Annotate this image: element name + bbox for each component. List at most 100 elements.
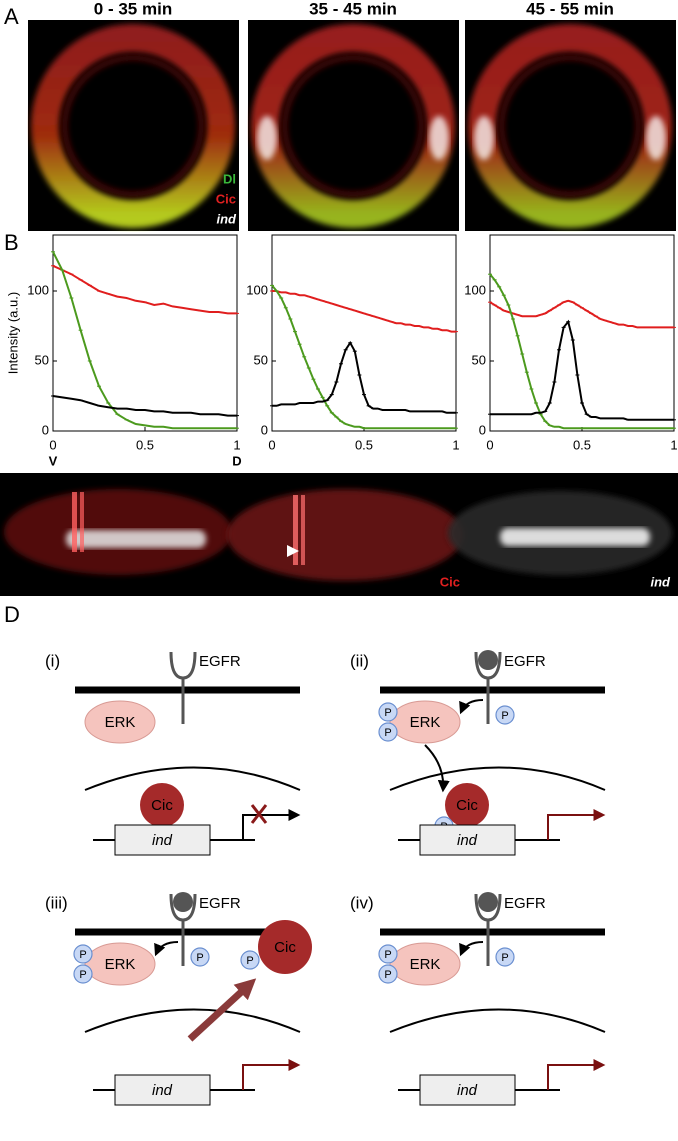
translocation-arrow [424, 744, 450, 793]
kinase-label: ERK [105, 714, 136, 731]
panel-label: A [4, 4, 19, 29]
panel-label: B [4, 230, 19, 255]
phospho-group [73, 964, 93, 984]
receptor-label: EGFR [199, 895, 241, 912]
plot-frame [271, 234, 457, 432]
y-axis-label: Intensity (a.u.) [5, 292, 20, 374]
gene-box [114, 824, 211, 856]
gene-label: ind [457, 1082, 478, 1099]
x-tick-label: 0.5 [136, 437, 154, 452]
phospho-group [240, 950, 260, 970]
ind-stain [646, 116, 666, 160]
cic [445, 783, 489, 827]
nucleus [84, 1008, 301, 1033]
kinase [389, 942, 461, 986]
x-end-label: D [232, 453, 241, 468]
activation-arrow [459, 941, 484, 957]
phospho-label: P [384, 727, 391, 739]
gene-label: ind [152, 1082, 173, 1099]
y-tick-label: 0 [261, 422, 268, 437]
phospho-label: P [246, 955, 253, 967]
cic-label: Cic [151, 797, 173, 814]
nucleus [389, 766, 606, 791]
phospho-label: P [196, 952, 203, 964]
gene-box [419, 1074, 516, 1106]
gene-box [114, 1074, 211, 1106]
x-tick-label: 0.5 [355, 437, 373, 452]
receptor-label: EGFR [504, 895, 546, 912]
kinase [389, 700, 461, 744]
diagram-label: (ii) [350, 651, 369, 670]
stain-label: ind [651, 574, 672, 589]
ligand [478, 650, 498, 670]
receptor-label: EGFR [504, 653, 546, 670]
stain-label: Dl [223, 171, 236, 186]
cic-stripe [301, 495, 305, 565]
x-tick-label: 0.5 [573, 437, 591, 452]
x-tick-label: 1 [670, 437, 677, 452]
phospho-label: P [384, 969, 391, 981]
ligand [478, 892, 498, 912]
ind-stain [429, 116, 449, 160]
phospho-label: P [501, 710, 508, 722]
phospho-label: P [79, 949, 86, 961]
y-tick-label: 50 [254, 352, 268, 367]
embryo-inner [499, 55, 641, 197]
cic [140, 783, 184, 827]
ind-stripe [500, 528, 650, 546]
embryo-inner [62, 55, 204, 197]
cic [258, 920, 312, 974]
kinase [84, 700, 156, 744]
embryo-ring [31, 24, 235, 228]
stain-label: ind [217, 211, 238, 226]
x-tick-label: 1 [233, 437, 240, 452]
gene-label: ind [457, 832, 478, 849]
phospho-group [378, 702, 398, 722]
kinase-label: ERK [410, 714, 441, 731]
receptor-cup [474, 893, 502, 922]
kinase-label: ERK [410, 956, 441, 973]
activation-arrow [154, 941, 179, 957]
gene-label: ind [152, 832, 173, 849]
arrowhead [287, 545, 299, 557]
export-arrow [187, 978, 257, 1042]
phospho-label: P [501, 952, 508, 964]
y-tick-label: 0 [479, 422, 486, 437]
receptor-cup [474, 651, 502, 680]
cic-label: Cic [456, 797, 478, 814]
nucleus [84, 766, 301, 791]
transcription-arrow [547, 809, 606, 840]
embryo [227, 489, 463, 581]
receptor-cup [169, 893, 197, 922]
transcription-arrow [547, 1059, 606, 1090]
stain-label: Cic [440, 574, 460, 589]
x-tick-label: 0 [49, 437, 56, 452]
phospho-label: P [384, 707, 391, 719]
y-tick-label: 50 [35, 352, 49, 367]
embryo-inner [282, 55, 424, 197]
phospho-group [495, 705, 515, 725]
cic-label: Cic [274, 939, 296, 956]
diagram-label: (iii) [45, 893, 68, 912]
phospho-label: P [384, 949, 391, 961]
ligand [173, 892, 193, 912]
y-tick-label: 100 [27, 282, 49, 297]
nucleus [389, 1008, 606, 1033]
transcription-arrow [242, 1059, 301, 1090]
y-tick-label: 0 [42, 422, 49, 437]
panel-a-title: 45 - 55 min [526, 0, 614, 18]
panel-a-title: 35 - 45 min [309, 0, 397, 18]
receptor-cup [169, 651, 197, 680]
block-mark [250, 804, 268, 824]
cic-stripe [72, 492, 77, 552]
kinase [84, 942, 156, 986]
y-tick-label: 100 [246, 282, 268, 297]
activation-arrow [459, 699, 484, 715]
phospho-group [495, 947, 515, 967]
diagram-label: (iv) [350, 893, 374, 912]
x-tick-label: 0 [486, 437, 493, 452]
cic-stripe [80, 492, 84, 552]
phospho-group [378, 964, 398, 984]
ind-stain [257, 116, 277, 160]
